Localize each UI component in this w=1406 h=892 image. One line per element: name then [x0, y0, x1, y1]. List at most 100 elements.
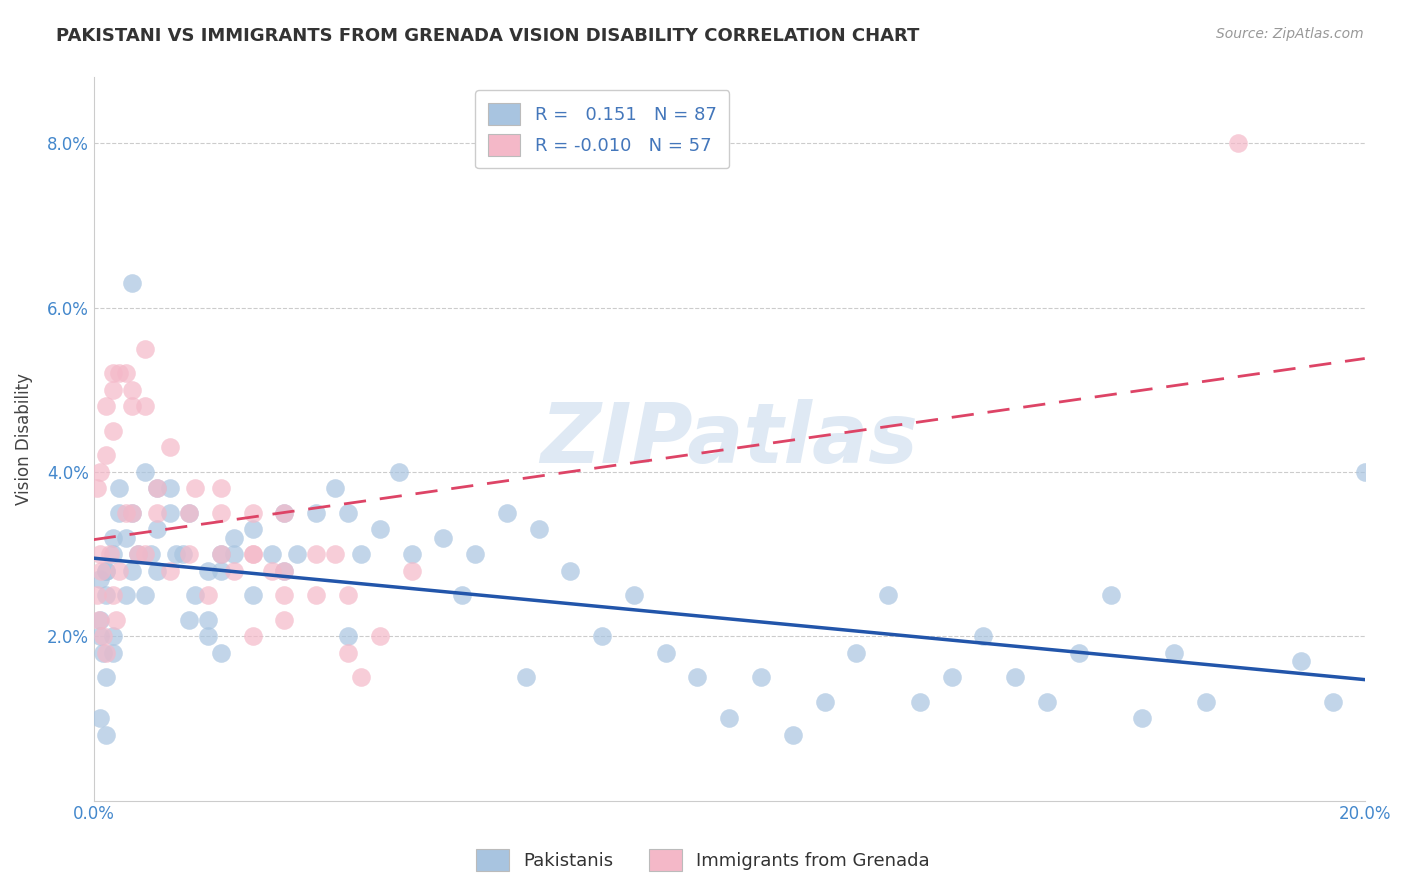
Text: Source: ZipAtlas.com: Source: ZipAtlas.com: [1216, 27, 1364, 41]
Point: [177, 506, 200, 520]
Point: [350, 670, 373, 684]
Point: [89, 613, 111, 627]
Point: [209, 646, 232, 660]
Point: [96, 646, 118, 660]
Point: [464, 547, 486, 561]
Point: [134, 399, 156, 413]
Point: [813, 695, 835, 709]
Point: [89, 465, 111, 479]
Point: [101, 629, 124, 643]
Point: [432, 531, 454, 545]
Point: [1004, 670, 1026, 684]
Point: [368, 629, 391, 643]
Point: [114, 531, 136, 545]
Point: [108, 366, 131, 380]
Point: [101, 531, 124, 545]
Point: [121, 506, 143, 520]
Point: [495, 506, 517, 520]
Point: [114, 506, 136, 520]
Point: [1354, 465, 1376, 479]
Point: [1226, 136, 1249, 151]
Point: [1130, 711, 1153, 725]
Point: [209, 547, 232, 561]
Point: [121, 399, 143, 413]
Point: [242, 629, 264, 643]
Point: [273, 613, 295, 627]
Point: [127, 547, 149, 561]
Point: [941, 670, 963, 684]
Point: [146, 481, 169, 495]
Point: [273, 588, 295, 602]
Point: [146, 481, 169, 495]
Point: [127, 547, 149, 561]
Point: [165, 547, 187, 561]
Point: [96, 564, 118, 578]
Point: [260, 564, 283, 578]
Point: [285, 547, 308, 561]
Point: [908, 695, 931, 709]
Point: [242, 547, 264, 561]
Point: [121, 564, 143, 578]
Point: [1036, 695, 1059, 709]
Point: [527, 523, 550, 537]
Point: [101, 588, 124, 602]
Point: [96, 449, 118, 463]
Point: [845, 646, 868, 660]
Point: [242, 506, 264, 520]
Point: [146, 564, 169, 578]
Point: [89, 547, 111, 561]
Point: [388, 465, 411, 479]
Point: [121, 276, 143, 290]
Point: [273, 564, 295, 578]
Point: [108, 506, 131, 520]
Point: [336, 588, 359, 602]
Point: [591, 629, 613, 643]
Point: [623, 588, 645, 602]
Point: [96, 728, 118, 742]
Point: [159, 506, 181, 520]
Point: [121, 506, 143, 520]
Point: [134, 547, 156, 561]
Point: [305, 547, 328, 561]
Point: [515, 670, 537, 684]
Point: [350, 547, 373, 561]
Point: [336, 506, 359, 520]
Point: [1067, 646, 1090, 660]
Point: [1322, 695, 1344, 709]
Point: [90, 564, 112, 578]
Point: [305, 506, 328, 520]
Point: [86, 481, 108, 495]
Point: [96, 670, 118, 684]
Y-axis label: Vision Disability: Vision Disability: [15, 373, 32, 505]
Point: [1099, 588, 1122, 602]
Point: [98, 547, 121, 561]
Point: [197, 588, 219, 602]
Point: [96, 564, 118, 578]
Legend: R =   0.151   N = 87, R = -0.010   N = 57: R = 0.151 N = 87, R = -0.010 N = 57: [475, 90, 730, 169]
Point: [146, 506, 169, 520]
Point: [305, 588, 328, 602]
Point: [184, 588, 207, 602]
Point: [222, 547, 245, 561]
Point: [96, 588, 118, 602]
Point: [91, 646, 114, 660]
Point: [134, 342, 156, 356]
Point: [209, 564, 232, 578]
Point: [101, 646, 124, 660]
Point: [134, 465, 156, 479]
Point: [114, 366, 136, 380]
Point: [782, 728, 804, 742]
Point: [108, 481, 131, 495]
Point: [209, 481, 232, 495]
Point: [101, 366, 124, 380]
Legend: Pakistanis, Immigrants from Grenada: Pakistanis, Immigrants from Grenada: [470, 842, 936, 879]
Point: [101, 547, 124, 561]
Point: [222, 531, 245, 545]
Point: [323, 547, 346, 561]
Point: [159, 564, 181, 578]
Point: [401, 547, 423, 561]
Point: [654, 646, 676, 660]
Point: [336, 646, 359, 660]
Point: [197, 613, 219, 627]
Text: PAKISTANI VS IMMIGRANTS FROM GRENADA VISION DISABILITY CORRELATION CHART: PAKISTANI VS IMMIGRANTS FROM GRENADA VIS…: [56, 27, 920, 45]
